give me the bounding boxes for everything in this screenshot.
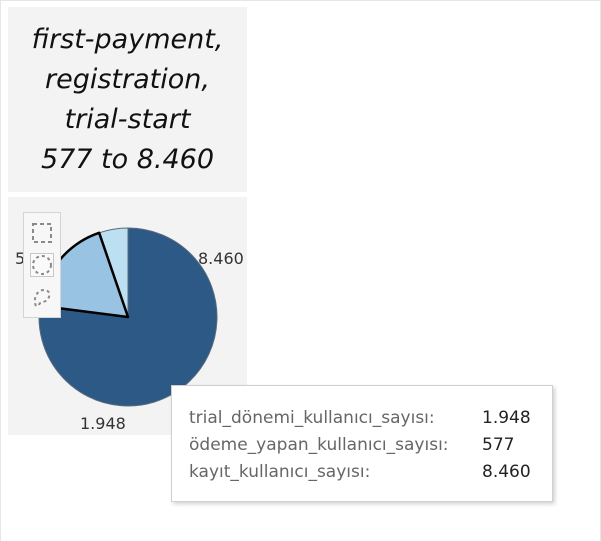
slice-label-1948: 1.948 (80, 414, 126, 433)
tooltip-value: 1.948 (482, 408, 531, 428)
frame-border-top (0, 0, 601, 1)
title-line-1: first-payment, (31, 23, 224, 55)
selection-toolbar (23, 212, 61, 318)
frame-border-left (0, 0, 1, 541)
radial-select-icon[interactable] (30, 253, 54, 277)
title-line-2: registration, (45, 63, 210, 95)
slice-label-577-partial: 5 (15, 249, 25, 268)
slice-label-8460: 8.460 (198, 249, 244, 268)
title-line-3: trial-start (64, 103, 191, 135)
tooltip-label: kayıt_kullanıcı_sayısı: (189, 462, 371, 482)
title-line-range: 577 to 8.460 (40, 143, 215, 175)
tooltip-value: 8.460 (482, 462, 531, 482)
tooltip-label: ödeme_yapan_kullanıcı_sayısı: (189, 435, 449, 455)
data-tooltip: trial_dönemi_kullanıcı_sayısı: 1.948 öde… (171, 385, 553, 502)
pie-chart: 8.460 1.948 5 (15, 227, 244, 433)
chart-title-panel: first-payment, registration, trial-start… (8, 7, 247, 192)
tooltip-value: 577 (482, 435, 515, 455)
rectangle-select-icon[interactable] (30, 221, 54, 245)
tooltip-label: trial_dönemi_kullanıcı_sayısı: (189, 408, 435, 428)
lasso-select-icon[interactable] (30, 286, 54, 310)
